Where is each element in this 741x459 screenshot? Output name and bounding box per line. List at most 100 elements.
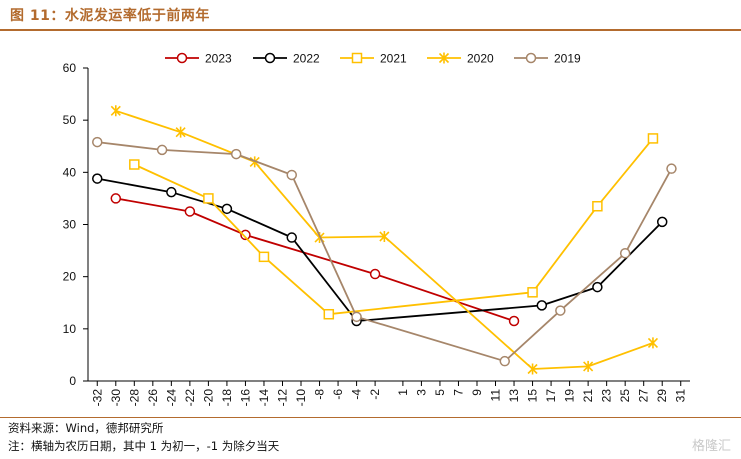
data-point-2019 [499,355,511,367]
chart-axes: 0 10 20 30 40 50 60 -32 -30 -28 -26 -24 -22 -20 -18 -16… [63,61,690,406]
data-point-2021 [258,251,270,263]
data-point-2020 [110,105,121,117]
series-2022 [92,173,668,327]
data-point-2020 [379,230,390,242]
data-point-2019 [156,144,168,156]
data-point-2022 [221,203,233,215]
series-line-2020 [115,109,654,370]
legend-item-2019: 2019 [514,52,581,66]
x-tick-label: -20 [201,389,215,407]
x-tick-label: -22 [183,389,197,407]
data-point-2022 [536,300,548,311]
legend-marker [264,52,276,64]
data-point-2021 [592,200,603,212]
x-tick-label: 13 [507,389,521,403]
chart-legend: 2023 2022 2021 2020 2019 [165,52,581,66]
chart-plot-area [92,105,677,375]
data-point-2023 [508,315,520,327]
y-tick-label: 10 [63,322,77,336]
legend-marker [351,52,363,64]
x-tick-label: 19 [563,389,577,403]
data-point-2019 [230,148,242,160]
figure-header: 图 11：水泥发运率低于前两年 [0,0,741,28]
legend-item-2023: 2023 [165,52,232,66]
legend-marker [176,52,188,64]
data-point-2020 [583,360,594,372]
data-point-2019 [286,169,298,181]
legend-item-2022: 2022 [253,52,320,66]
x-tick-label: 5 [433,389,447,396]
data-point-2023 [184,206,196,217]
x-tick-label: -2 [368,389,382,400]
line-chart: 0 10 20 30 40 50 60 -32 -30 -28 -26 -24 -22 -20 -18 -16… [63,52,690,406]
axis-note: 注：横轴为农历日期，其中 1 为初一，-1 为除夕当天 [8,439,280,453]
data-point-2020 [175,126,186,138]
series-line-2019 [97,141,673,363]
series-2021 [129,133,659,320]
x-tick-label: 23 [600,389,614,403]
data-point-2019 [666,163,677,174]
legend-item-2020: 2020 [427,52,494,66]
data-point-2023 [369,268,381,280]
x-tick-label: 9 [470,389,484,396]
x-tick-label: -18 [220,389,234,407]
data-point-2021 [323,308,335,320]
y-tick-label: 20 [63,270,77,284]
x-tick-label: 11 [489,389,503,402]
x-tick-label: -24 [164,389,178,407]
data-point-2023 [240,229,251,241]
x-tick-label: -28 [127,389,141,407]
x-tick-label: -26 [146,389,160,407]
x-tick-label: 29 [655,389,669,403]
x-tick-label: -14 [257,389,271,407]
legend-label: 2020 [467,52,494,66]
legend-label: 2022 [293,52,320,66]
x-tick-label: -6 [331,389,345,400]
x-tick-label: 27 [637,389,651,403]
data-point-2023 [110,193,122,204]
legend-label: 2023 [205,52,232,66]
data-point-2022 [92,173,103,184]
data-point-2019 [555,305,566,316]
data-point-2021 [527,287,538,298]
y-tick-label: 40 [63,165,77,179]
y-tick-label: 0 [69,374,76,388]
series-2020 [110,105,659,375]
figure-title: 图 11：水泥发运率低于前两年 [10,8,210,24]
data-point-2022 [166,186,177,198]
x-tick-label: -12 [275,389,289,407]
data-point-2022 [286,232,298,243]
x-tick-label: -32 [90,389,104,407]
x-tick-label: 7 [451,389,465,396]
x-tick-label: 21 [581,389,595,403]
x-tick-label: -30 [109,389,123,407]
data-point-2021 [129,159,140,170]
title-rule [0,29,741,31]
x-tick-label: 31 [674,389,688,403]
x-tick-label: 3 [414,389,428,396]
data-point-2022 [592,281,603,293]
watermark-logo: 格隆汇 [691,439,731,454]
series-line-2022 [97,177,663,322]
series-2019 [92,136,677,367]
legend-label: 2019 [554,52,581,66]
x-tick-label: 25 [618,389,632,403]
y-tick-label: 60 [63,61,77,75]
legend-label: 2021 [380,52,407,66]
data-point-2022 [656,216,668,228]
x-tick-label: 17 [544,389,558,403]
y-tick-label: 30 [63,218,77,232]
data-point-2021 [203,193,214,204]
source-note: 资料来源：Wind，德邦研究所 [8,421,164,435]
legend-marker [438,52,450,64]
x-tick-label: 1 [396,389,410,396]
series-line-2021 [133,137,654,316]
legend-marker [525,52,537,64]
data-point-2020 [647,337,659,349]
data-point-2021 [647,133,659,144]
series-2023 [110,193,520,327]
data-point-2019 [92,136,103,148]
x-tick-label: -16 [238,389,252,407]
x-tick-label: 15 [526,389,540,403]
data-point-2020 [527,363,538,375]
